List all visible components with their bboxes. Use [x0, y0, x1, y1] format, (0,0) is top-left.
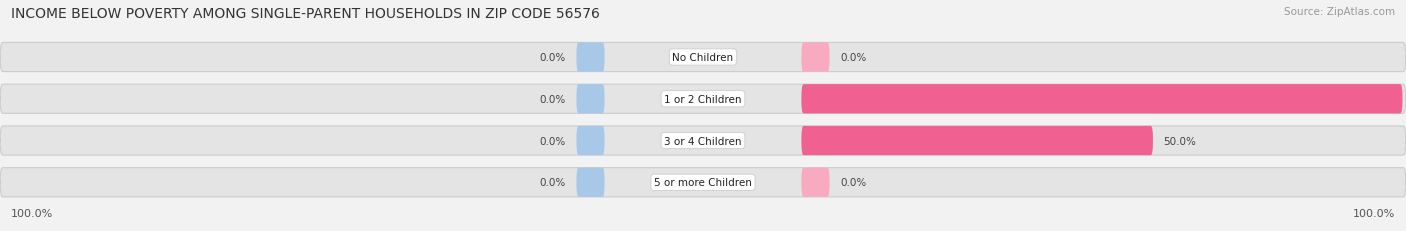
- FancyBboxPatch shape: [576, 43, 605, 72]
- Text: 100.0%: 100.0%: [11, 208, 53, 218]
- Text: 0.0%: 0.0%: [540, 177, 565, 188]
- Text: 0.0%: 0.0%: [540, 94, 565, 104]
- FancyBboxPatch shape: [801, 43, 830, 72]
- Text: 5 or more Children: 5 or more Children: [654, 177, 752, 188]
- Text: 0.0%: 0.0%: [841, 53, 866, 63]
- FancyBboxPatch shape: [0, 126, 1406, 155]
- Text: 100.0%: 100.0%: [1353, 208, 1395, 218]
- Text: 3 or 4 Children: 3 or 4 Children: [664, 136, 742, 146]
- Text: 0.0%: 0.0%: [841, 177, 866, 188]
- FancyBboxPatch shape: [0, 168, 1406, 197]
- Text: 0.0%: 0.0%: [540, 136, 565, 146]
- FancyBboxPatch shape: [576, 85, 605, 114]
- Text: Source: ZipAtlas.com: Source: ZipAtlas.com: [1284, 7, 1395, 17]
- Text: 50.0%: 50.0%: [1164, 136, 1197, 146]
- FancyBboxPatch shape: [0, 43, 1406, 72]
- FancyBboxPatch shape: [801, 126, 1153, 155]
- FancyBboxPatch shape: [801, 85, 1403, 114]
- Text: 1 or 2 Children: 1 or 2 Children: [664, 94, 742, 104]
- Text: No Children: No Children: [672, 53, 734, 63]
- FancyBboxPatch shape: [576, 168, 605, 197]
- FancyBboxPatch shape: [801, 168, 830, 197]
- FancyBboxPatch shape: [576, 126, 605, 155]
- FancyBboxPatch shape: [0, 85, 1406, 114]
- Text: 0.0%: 0.0%: [540, 53, 565, 63]
- Text: INCOME BELOW POVERTY AMONG SINGLE-PARENT HOUSEHOLDS IN ZIP CODE 56576: INCOME BELOW POVERTY AMONG SINGLE-PARENT…: [11, 7, 600, 21]
